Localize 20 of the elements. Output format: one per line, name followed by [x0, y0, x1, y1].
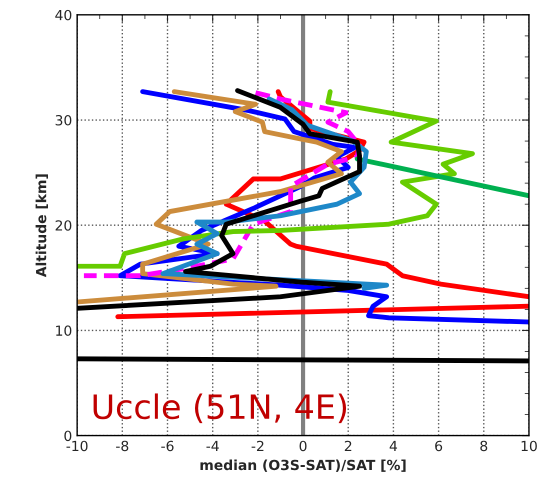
x-tick-label: -10: [66, 440, 88, 452]
x-tick-label: 4: [390, 440, 398, 452]
y-tick-label: 10: [56, 325, 72, 336]
x-tick-label: 0: [300, 440, 307, 452]
y-tick-label: 30: [56, 115, 72, 126]
x-tick-label: 10: [522, 440, 537, 452]
x-tick-label: -6: [161, 440, 174, 452]
y-tick-label: 0: [64, 430, 72, 442]
y-tick-label: 40: [55, 10, 72, 20]
y-axis-title: Altitude [km]: [36, 174, 48, 278]
annotation: Uccle (51N, 4E): [94, 393, 346, 424]
x-tick-label: 6: [435, 440, 442, 452]
x-axis-title: median (O3S-SAT)/SAT [%]: [200, 459, 406, 472]
x-tick-label: -2: [252, 440, 264, 452]
x-tick-label: 2: [344, 440, 352, 452]
x-tick-label: -8: [116, 440, 128, 452]
x-tick-label: -4: [206, 440, 219, 452]
x-tick-label: 8: [480, 440, 488, 452]
y-tick-label: 20: [56, 220, 72, 231]
line-series: [77, 89, 475, 269]
